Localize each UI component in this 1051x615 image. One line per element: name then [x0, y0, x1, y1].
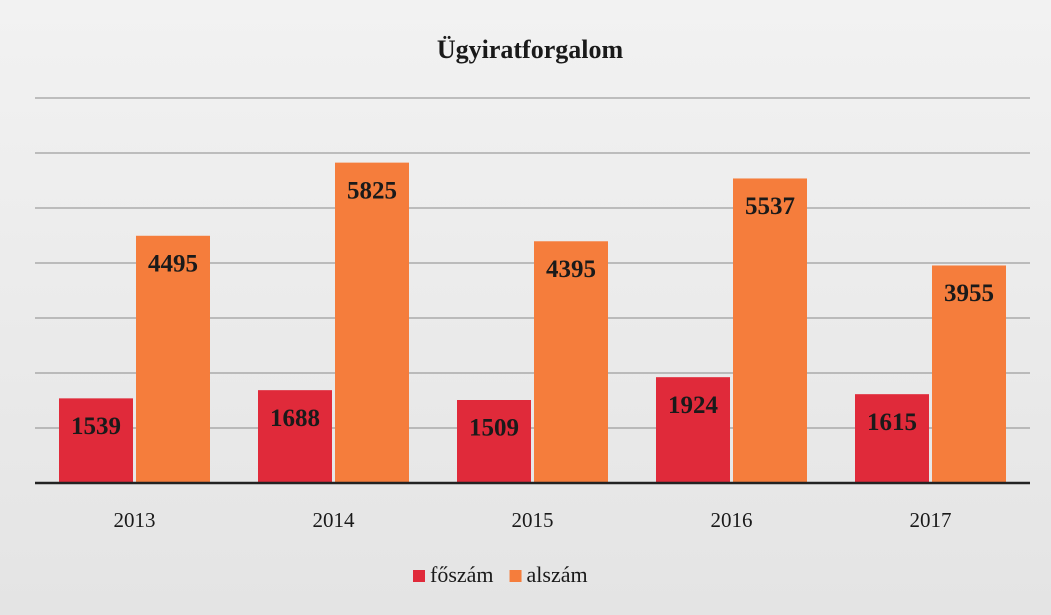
bar — [335, 162, 409, 483]
data-label: 3955 — [944, 280, 994, 307]
data-label: 4495 — [148, 251, 198, 278]
data-label: 1688 — [270, 405, 320, 432]
legend-swatch — [509, 570, 522, 582]
x-tick-label: 2017 — [910, 508, 952, 532]
bar — [656, 377, 730, 483]
bar — [457, 400, 531, 483]
data-label: 5537 — [745, 193, 795, 220]
data-label: 1509 — [469, 415, 519, 442]
legend-label: főszám — [430, 562, 494, 587]
x-tick-label: 2016 — [711, 508, 753, 532]
x-tick-label: 2013 — [114, 508, 156, 532]
data-label: 1615 — [867, 409, 917, 436]
data-label: 5825 — [347, 177, 397, 204]
legend-label: alszám — [527, 562, 588, 587]
x-tick-label: 2014 — [313, 508, 356, 532]
data-label: 1539 — [71, 413, 121, 440]
bar — [136, 235, 210, 483]
chart-title: Ügyiratforgalom — [437, 35, 624, 64]
bar — [59, 398, 133, 483]
data-label: 1924 — [668, 392, 719, 419]
x-tick-label: 2015 — [512, 508, 554, 532]
bar — [534, 241, 608, 483]
bar — [932, 265, 1006, 483]
bar — [733, 178, 807, 483]
data-label: 4395 — [546, 256, 596, 283]
legend-swatch — [413, 570, 425, 582]
bar — [258, 390, 332, 483]
bar — [855, 394, 929, 483]
